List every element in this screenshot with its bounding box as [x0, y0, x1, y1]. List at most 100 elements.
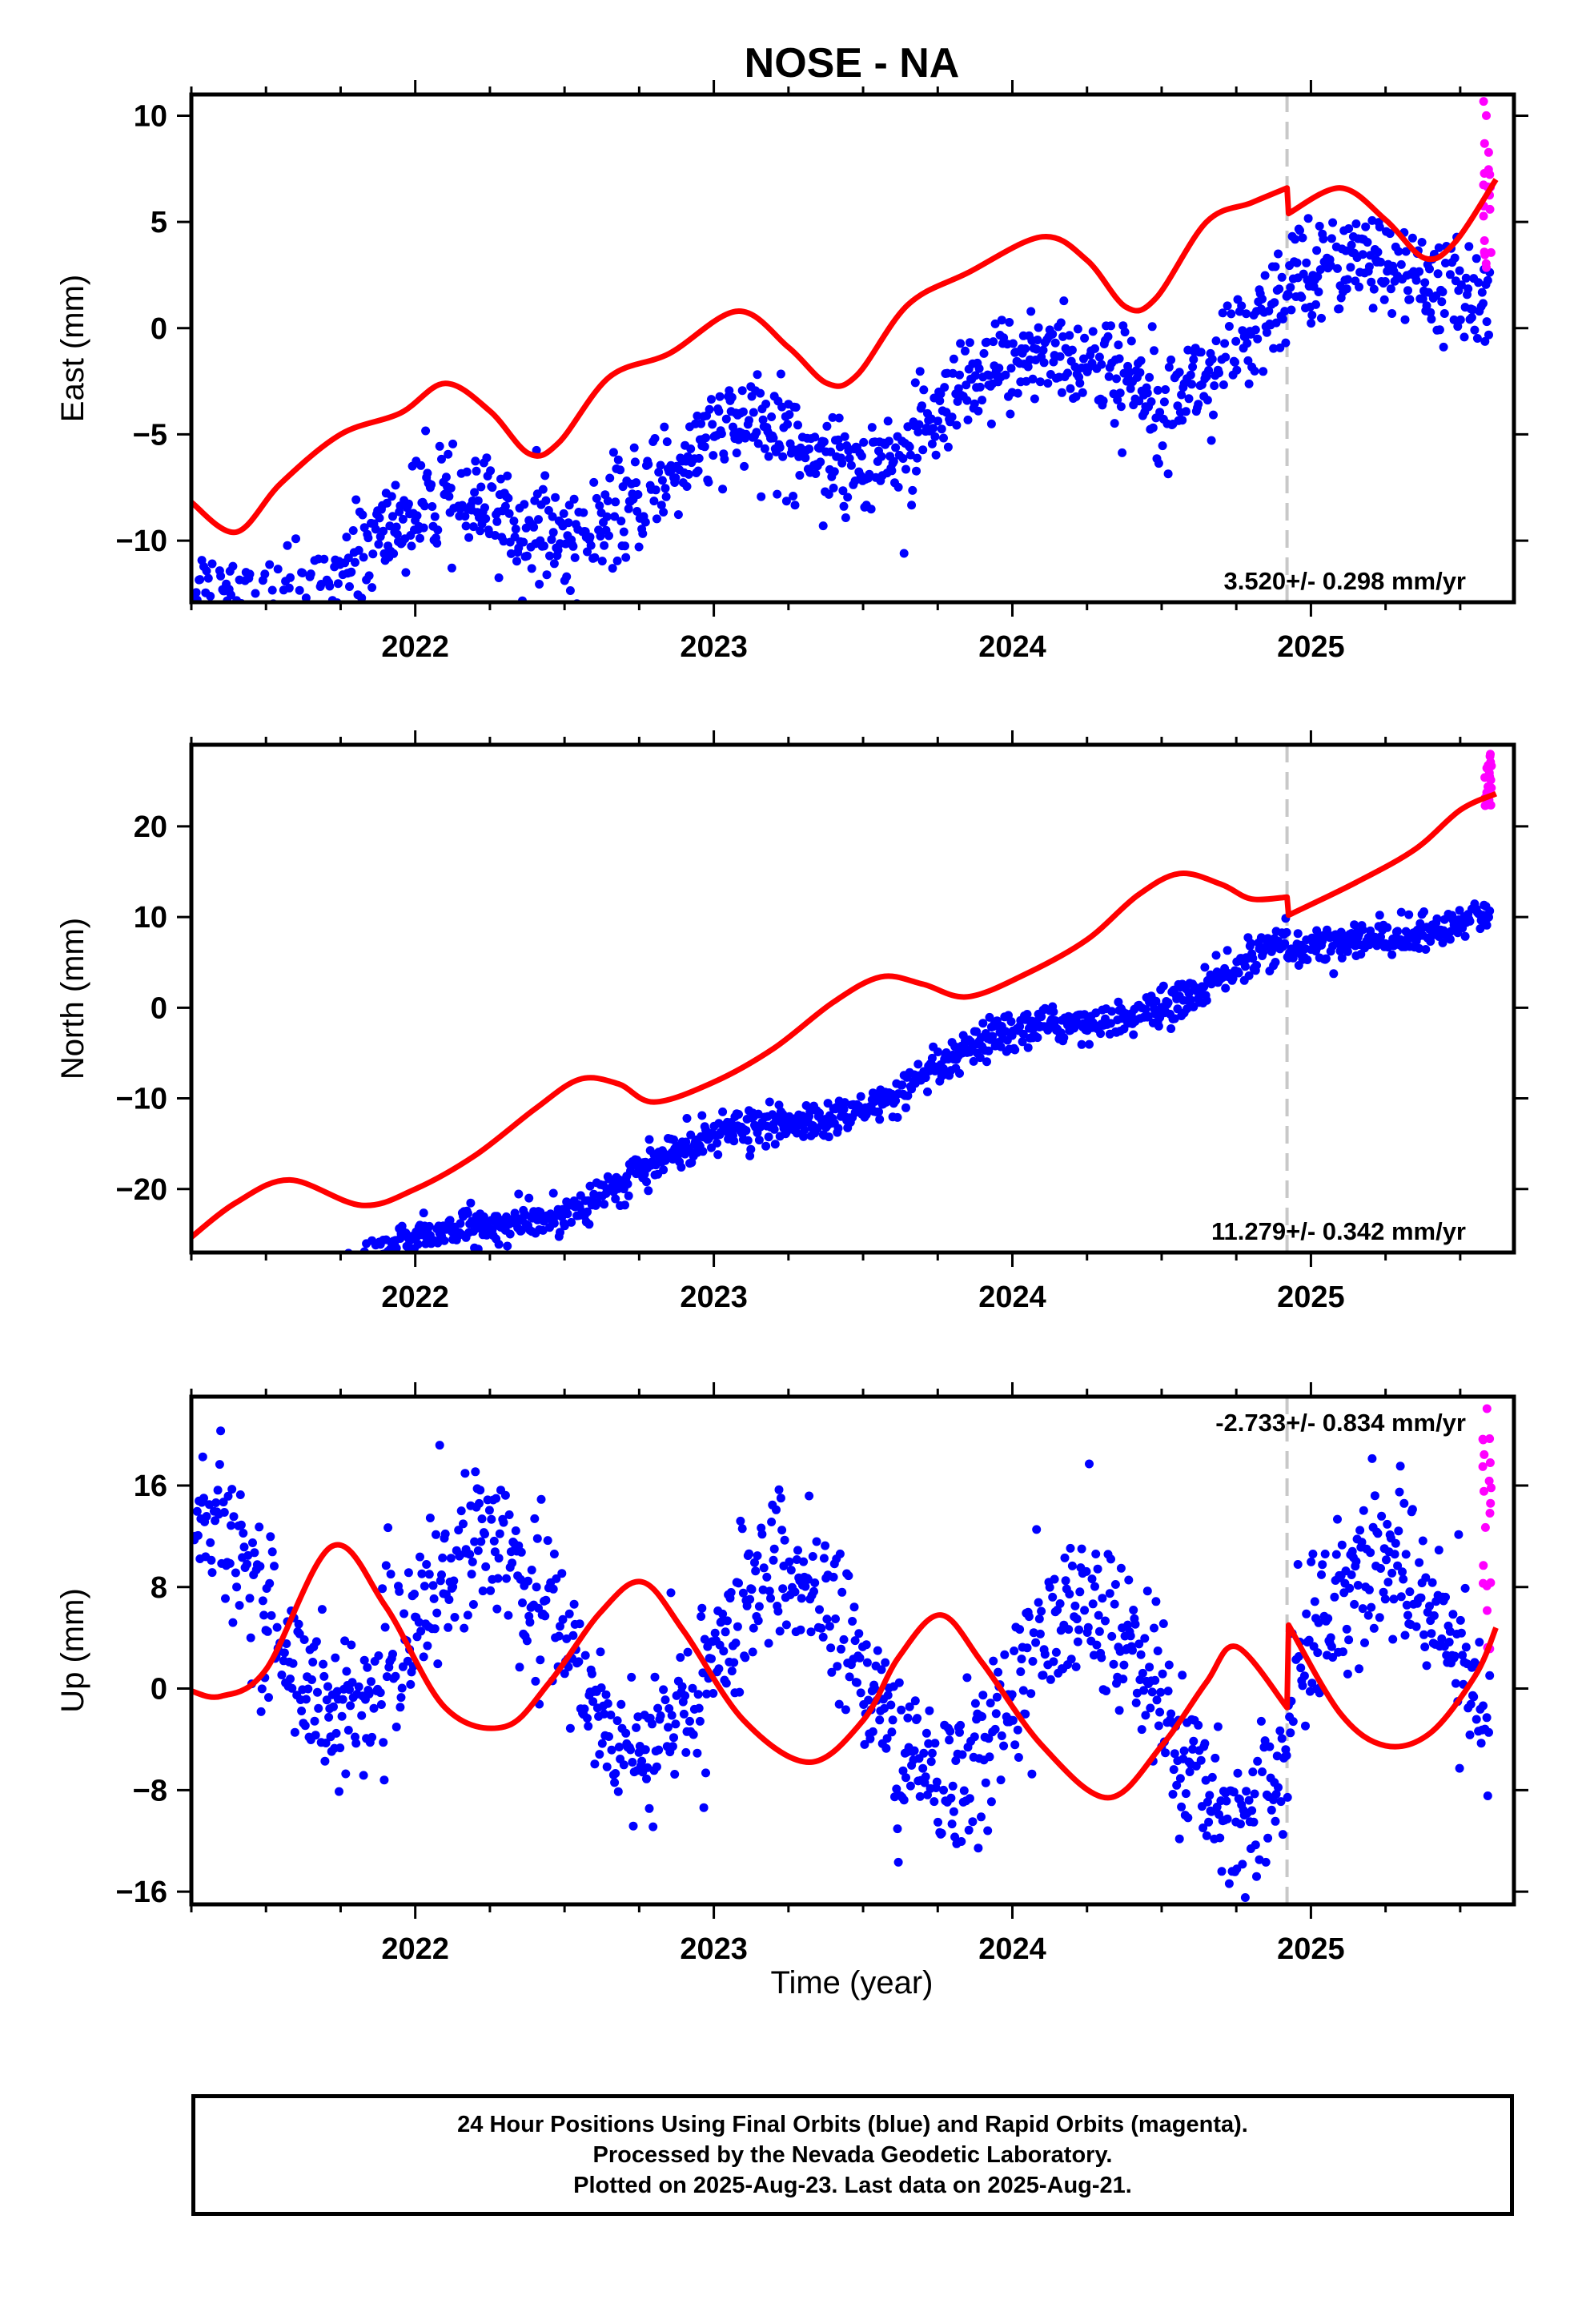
final-orbit-point: [805, 444, 814, 454]
final-orbit-point: [592, 1198, 602, 1208]
final-orbit-point: [913, 1059, 923, 1069]
final-orbit-point: [1454, 1530, 1464, 1539]
final-orbit-point: [191, 1317, 199, 1325]
final-orbit-point: [962, 396, 972, 405]
final-orbit-point: [962, 1673, 972, 1683]
final-orbit-point: [769, 1124, 779, 1134]
final-orbit-point: [1318, 1560, 1327, 1570]
final-orbit-point: [1124, 1575, 1134, 1585]
final-orbit-point: [765, 1586, 774, 1596]
final-orbit-point: [1021, 1709, 1030, 1719]
final-orbit-point: [250, 610, 259, 619]
final-orbit-point: [1213, 1722, 1223, 1731]
final-orbit-point: [1256, 1716, 1266, 1726]
final-orbit-point: [212, 605, 221, 614]
final-orbit-point: [1286, 283, 1295, 292]
final-orbit-point: [1485, 907, 1495, 915]
final-orbit-point: [348, 603, 357, 612]
final-orbit-point: [257, 1308, 266, 1317]
final-orbit-point: [1455, 1763, 1464, 1773]
rapid-orbit-point: [1487, 761, 1496, 770]
x-axis-label: Time (year): [771, 1965, 934, 2000]
final-orbit-point: [570, 553, 580, 562]
final-orbit-point: [227, 1521, 235, 1530]
final-orbit-point: [569, 1599, 579, 1609]
final-orbit-point: [799, 1132, 809, 1141]
final-orbit-point: [642, 1177, 651, 1187]
final-orbit-point: [939, 1785, 948, 1795]
final-orbit-point: [984, 1734, 994, 1743]
final-orbit-point: [633, 490, 643, 499]
final-orbit-point: [1426, 937, 1435, 946]
final-orbit-point: [1314, 287, 1323, 296]
final-orbit-point: [1204, 366, 1214, 375]
final-orbit-point: [1170, 1014, 1179, 1023]
final-orbit-point: [1030, 394, 1039, 404]
final-orbit-point: [303, 1285, 312, 1294]
final-orbit-point: [492, 517, 502, 526]
final-orbit-point: [319, 613, 327, 622]
final-orbit-point: [270, 609, 279, 618]
final-orbit-point: [1380, 277, 1390, 286]
final-orbit-point: [1308, 1550, 1318, 1558]
final-orbit-point: [356, 1260, 365, 1269]
final-orbit-point: [1027, 1769, 1037, 1779]
final-orbit-point: [650, 434, 660, 443]
final-orbit-point: [1350, 1599, 1359, 1609]
final-orbit-point: [875, 1715, 885, 1725]
final-orbit-point: [799, 1557, 809, 1566]
final-orbit-point: [494, 1240, 504, 1249]
final-orbit-point: [444, 492, 454, 501]
final-orbit-point: [1172, 1780, 1182, 1790]
final-orbit-point: [248, 1538, 257, 1547]
final-orbit-point: [704, 477, 713, 487]
final-orbit-point: [558, 1614, 568, 1624]
final-orbit-point: [1474, 278, 1484, 287]
final-orbit-point: [438, 1553, 448, 1562]
final-orbit-point: [247, 1326, 255, 1335]
final-orbit-point: [1364, 262, 1374, 271]
final-orbit-point: [1110, 1599, 1119, 1609]
final-orbit-point: [250, 1548, 259, 1558]
final-orbit-point: [1250, 1789, 1259, 1799]
final-orbit-point: [965, 1794, 974, 1803]
final-orbit-point: [476, 482, 486, 492]
final-orbit-point: [473, 496, 483, 505]
final-orbit-point: [935, 396, 945, 405]
final-orbit-point: [352, 1260, 361, 1269]
final-orbit-point: [1389, 1594, 1399, 1604]
final-orbit-point: [752, 428, 761, 437]
final-orbit-point: [371, 525, 380, 534]
final-orbit-point: [1085, 1039, 1094, 1049]
final-orbit-point: [844, 1571, 853, 1581]
final-orbit-point: [1383, 1578, 1393, 1587]
final-orbit-point: [1276, 1797, 1286, 1807]
final-orbit-point: [1164, 363, 1174, 372]
final-orbit-point: [273, 605, 282, 614]
final-orbit-point: [290, 1295, 299, 1304]
final-orbit-point: [828, 412, 837, 422]
final-orbit-point: [741, 429, 751, 439]
final-orbit-point: [251, 1309, 260, 1318]
final-orbit-point: [271, 1289, 280, 1297]
final-orbit-point: [604, 1174, 613, 1184]
y-tick-label: −10: [116, 1083, 167, 1116]
final-orbit-point: [969, 1056, 978, 1066]
model-fit-line: [191, 1542, 1499, 1801]
final-orbit-point: [1223, 1814, 1232, 1823]
final-orbit-point: [997, 316, 1006, 325]
final-orbit-point: [742, 1601, 752, 1610]
final-orbit-point: [308, 607, 317, 616]
final-orbit-point: [363, 533, 373, 543]
final-orbit-point: [603, 1699, 612, 1708]
final-orbit-point: [776, 1494, 785, 1503]
final-orbit-point: [1472, 254, 1481, 263]
final-orbit-point: [240, 1314, 249, 1323]
final-orbit-point: [1460, 931, 1470, 941]
final-orbit-point: [839, 501, 849, 511]
final-orbit-point: [1065, 1590, 1074, 1598]
final-orbit-point: [248, 610, 257, 619]
final-orbit-point: [385, 521, 395, 531]
final-orbit-point: [810, 432, 820, 442]
final-orbit-point: [959, 1786, 969, 1795]
